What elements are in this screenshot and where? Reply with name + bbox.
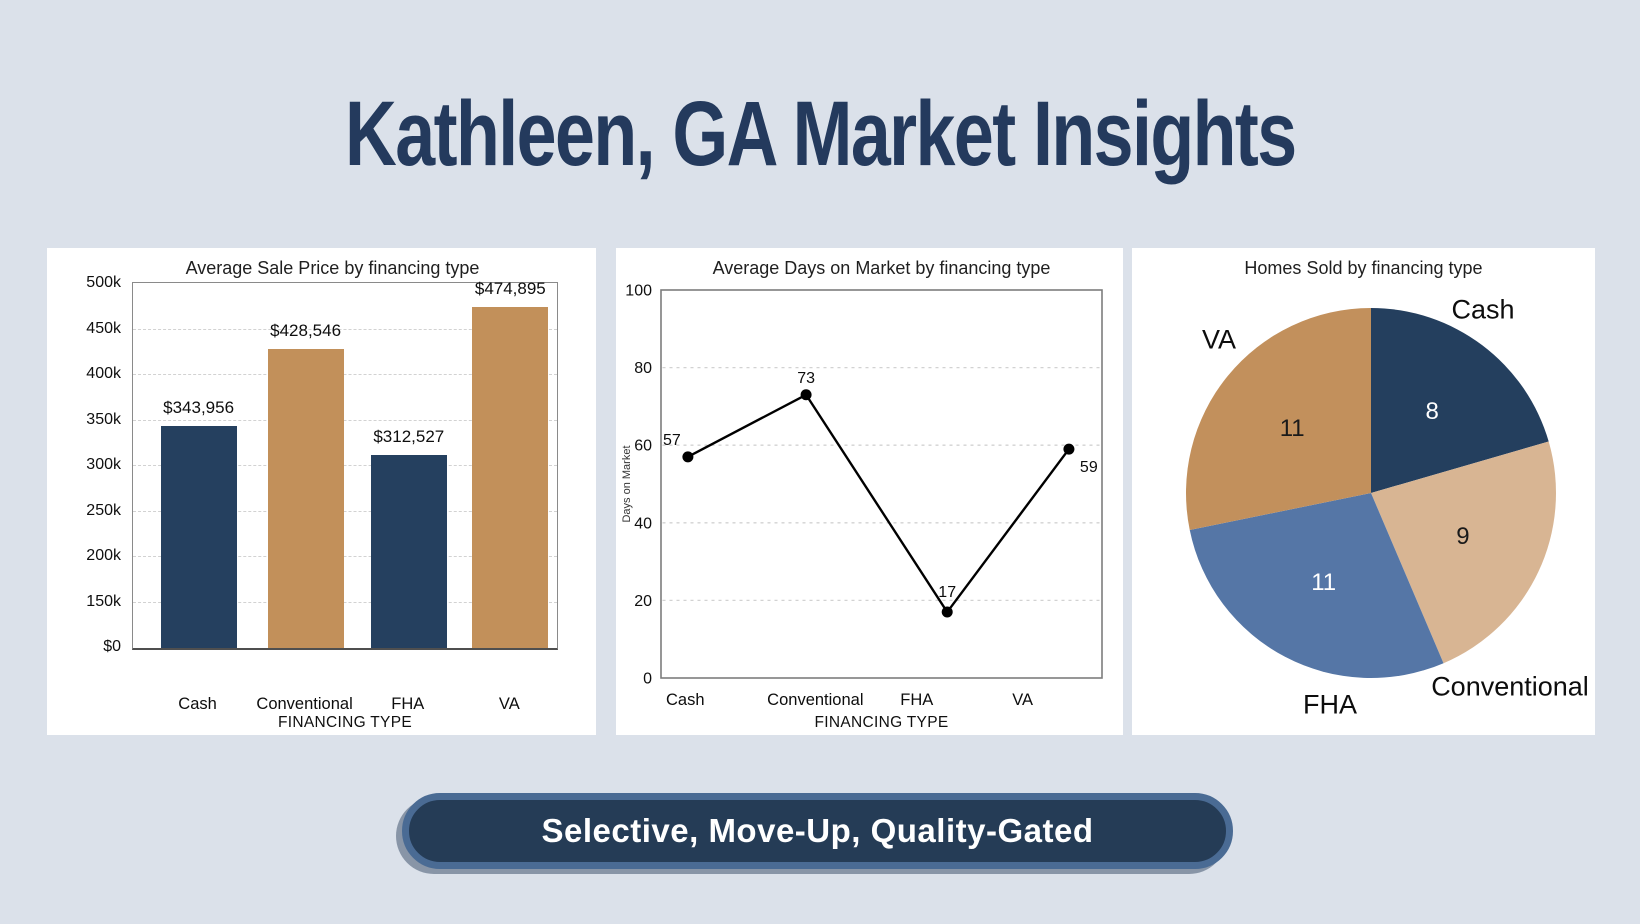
pie-category-label-fha: FHA (1303, 689, 1357, 720)
y-tick-label: 300k (86, 456, 121, 473)
bar-conventional (267, 349, 344, 648)
y-tick-label: 60 (634, 438, 652, 455)
data-point-va (1063, 443, 1075, 455)
bar-chart-title: Average Sale Price by financing type (185, 258, 480, 278)
line-series (687, 393, 1070, 615)
pie-value-label-va: 11 (1279, 414, 1305, 442)
pie-chart-plot (1186, 308, 1556, 678)
gridline (133, 374, 557, 375)
y-tick-label: 350k (86, 410, 121, 428)
data-point-cash (682, 451, 694, 463)
pie-category-label-conventional: Conventional (1431, 671, 1589, 702)
bar-value-label-conventional: $428,546 (270, 321, 342, 341)
pie-value-label-fha: 11 (1311, 569, 1337, 597)
pie-slice-fha (1189, 493, 1444, 678)
line-chart-card: Average Days on Market by financing type… (616, 248, 1123, 735)
point-value-label-conventional: 73 (797, 370, 815, 387)
x-tick-label-va: VA (498, 695, 520, 713)
data-point-fha (941, 606, 953, 618)
y-tick-label: 450k (86, 319, 121, 337)
bar-cash (160, 426, 237, 648)
pie-slice-va (1186, 308, 1371, 531)
x-tick-label-conventional: Conventional (256, 695, 353, 713)
gridline (133, 465, 557, 466)
bar-chart-plot: $0 150k 200k 250k 300k 350k 400k 450k 500k $343,9… (86, 274, 558, 655)
page-title: Kathleen, GA Market Insights (0, 88, 1640, 180)
pie-value-label-cash: 8 (1425, 397, 1439, 425)
gridline (133, 419, 557, 421)
line-chart-plot: 0 20 40 60 80 100 Days on Market 57 73 17 59 Cash Co… (621, 283, 1103, 709)
x-tick-label-cash: Cash (178, 695, 217, 713)
bar-value-label-cash: $343,956 (163, 398, 235, 417)
bar-chart-card: Average Sale Price by financing type $0 1… (47, 248, 596, 735)
y-tick-label: $0 (103, 638, 121, 655)
summary-badge[interactable]: Selective, Move-Up, Quality-Gated (402, 793, 1233, 869)
y-tick-label: 250k (86, 501, 121, 519)
y-tick-label: 150k (86, 592, 121, 610)
y-tick-label: 400k (86, 365, 121, 382)
data-point-conventional (800, 389, 812, 401)
point-value-label-cash: 57 (663, 432, 681, 449)
pie-chart-card: Homes Sold by financing type 8 Cash 9 Conve… (1132, 248, 1595, 735)
line-chart-x-axis-title: FINANCING TYPE (814, 714, 949, 731)
y-tick-label: 20 (634, 593, 652, 610)
y-tick-label: 80 (634, 360, 652, 377)
point-value-label-va: 59 (1080, 459, 1098, 476)
pie-category-label-cash: Cash (1451, 294, 1515, 325)
gridline (133, 510, 557, 512)
pie-chart-title: Homes Sold by financing type (1244, 258, 1483, 278)
bar-chart-x-axis-title: FINANCING TYPE (278, 714, 412, 731)
gridline (133, 601, 557, 603)
y-tick-label: 100 (625, 283, 652, 300)
x-tick-label-fha: FHA (391, 695, 425, 713)
pie-value-label-conventional: 9 (1456, 522, 1470, 550)
point-value-label-fha: 17 (938, 584, 956, 601)
gridline (133, 328, 557, 330)
x-tick-label-va: VA (1012, 691, 1033, 709)
y-tick-label: 200k (86, 547, 121, 564)
line-chart-title: Average Days on Market by financing type (712, 258, 1051, 278)
gridline (133, 556, 557, 557)
y-axis-title: Days on Market (621, 445, 633, 522)
bar-value-label-va: $474,895 (474, 278, 546, 298)
page-title-text: Kathleen, GA Market Insights (344, 83, 1297, 185)
y-tick-label: 0 (643, 671, 652, 688)
y-tick-label: 40 (634, 515, 652, 532)
bar-fha (370, 454, 447, 648)
x-tick-label-fha: FHA (900, 691, 933, 709)
bar-value-label-fha: $312,527 (373, 426, 445, 446)
x-tick-label-conventional: Conventional (767, 691, 863, 709)
plot-frame (660, 289, 1103, 679)
x-tick-label-cash: Cash (666, 691, 705, 709)
y-tick-label: 500k (86, 274, 121, 291)
pie-slice-cash (1371, 308, 1549, 493)
bar-va (472, 306, 549, 648)
pie-category-label-va: VA (1201, 324, 1237, 355)
summary-badge-label: Selective, Move-Up, Quality-Gated (541, 812, 1094, 849)
pie-slice-conventional (1371, 441, 1556, 664)
